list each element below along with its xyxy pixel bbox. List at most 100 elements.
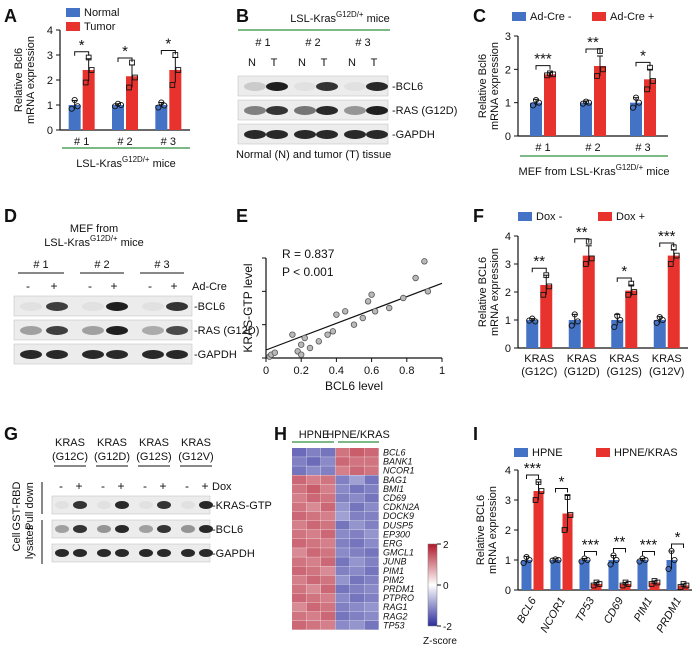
i-significance-stars: **: [614, 534, 626, 551]
c-point-square: [594, 73, 600, 79]
c-significance-bracket: [535, 65, 551, 70]
h-heatmap-cell: [321, 475, 336, 485]
d-header-2: LSL-KrasG12D/+ mice: [44, 234, 144, 249]
g-treatment-sign: -: [143, 479, 147, 493]
e-scatter-point: [271, 349, 278, 356]
h-heatmap-cell: [350, 557, 365, 566]
h-heatmap-cell: [335, 502, 350, 512]
c-point-square: [550, 71, 556, 78]
h-heatmap-cell: [292, 484, 307, 494]
h-heatmap-cell: [364, 466, 379, 475]
b-blot-band: [294, 130, 316, 139]
f-legend-label: Dox +: [616, 211, 645, 223]
h-heatmap-cell: [350, 466, 365, 475]
a-significance-stars: *: [79, 37, 85, 54]
h-heatmap-cell: [364, 602, 379, 612]
b-blot-strip: [237, 75, 389, 97]
i-point-square: [593, 579, 600, 586]
e-x-tick-label: 0: [263, 365, 269, 377]
g-group-label-2: (G12S): [136, 451, 171, 463]
i-gene-label: BCL6: [515, 595, 540, 626]
b-blot-band: [316, 130, 338, 139]
d-blot-band: [106, 350, 128, 359]
h-heatmap-cell: [350, 611, 365, 621]
g-blot-band: [97, 549, 111, 557]
b-band-label: -RAS (G12D): [392, 105, 457, 117]
e-scatter-point: [368, 291, 375, 298]
h-heatmap-cell: [364, 475, 379, 485]
i-point-square: [651, 578, 658, 584]
h-scale-label: Z-score: [423, 636, 457, 647]
g-side-label-2b: lysates: [24, 524, 36, 559]
d-blot-band: [142, 350, 164, 359]
b-blot-band: [294, 106, 316, 115]
a-point-square: [126, 84, 132, 91]
i-significance-bracket: [671, 543, 684, 548]
h-heatmap-cell: [292, 611, 307, 621]
h-gene-label: RAG1: [383, 602, 408, 612]
b-blot-band: [244, 130, 266, 139]
f-bar-dox--3: [667, 255, 680, 348]
panel-letter-c: C: [473, 6, 486, 26]
i-point-circle: [520, 559, 527, 567]
h-heatmap-cell: [364, 620, 379, 630]
e-x-tick-label: 0.6: [364, 365, 379, 377]
c-significance-stars: ***: [534, 51, 552, 68]
h-heatmap-cell: [321, 466, 336, 475]
g-blot-band: [199, 549, 213, 557]
e-scatter-point: [421, 258, 428, 265]
h-heatmap-cell: [321, 602, 336, 612]
i-legend-label: HPNE: [532, 447, 563, 459]
e-scatter-point: [400, 294, 407, 302]
h-heatmap-cell: [306, 520, 321, 530]
c-bar-ad-cre--1: [580, 102, 592, 136]
b-group-label: # 2: [305, 37, 320, 49]
h-color-scale: [427, 543, 438, 627]
d-band-label: -RAS (G12D): [194, 325, 259, 337]
g-group-label-1: KRAS: [139, 437, 169, 449]
f-point-circle: [611, 323, 618, 331]
h-heatmap-cell: [364, 502, 379, 512]
d-band-label: -BCL6: [194, 301, 225, 313]
h-heatmap-cell: [321, 611, 336, 621]
i-point-square: [654, 579, 661, 586]
h-heatmap-cell: [292, 457, 307, 466]
h-gene-label: TP53: [383, 620, 405, 630]
h-heatmap-cell: [335, 584, 350, 594]
g-band-label: -KRAS-GTP: [212, 500, 272, 512]
d-blot-band: [20, 302, 42, 311]
f-significance-bracket: [659, 242, 675, 247]
c-point-circle: [529, 102, 537, 109]
f-significance-bracket: [616, 277, 632, 282]
a-point-circle: [161, 102, 168, 109]
a-legend-swatch: [66, 8, 80, 17]
c-footer-sup: G12D/+: [616, 163, 644, 172]
h-heatmap-cell: [292, 575, 307, 585]
e-scatter-point: [333, 311, 340, 318]
d-blot-band: [106, 326, 128, 335]
i-point-square: [683, 582, 690, 589]
f-point-circle: [532, 318, 539, 325]
i-bar-hpne-0: [521, 560, 532, 590]
g-side-label-1b: Pull down: [24, 482, 36, 530]
h-heatmap-cell: [364, 593, 379, 603]
g-group-label-2: (G12D): [94, 451, 130, 463]
b-blot-band: [266, 106, 288, 115]
a-bar-tumor-2: [169, 70, 182, 130]
i-point-square: [619, 582, 626, 589]
h-heatmap-cell: [306, 557, 321, 566]
d-header-2-tail: mice: [118, 237, 144, 249]
g-blot-band: [199, 501, 213, 509]
c-point-square: [600, 66, 606, 73]
f-bar-dox--1: [568, 320, 581, 348]
h-heatmap-cell: [364, 575, 379, 585]
h-gene-label: BAG1: [383, 475, 407, 485]
c-point-circle: [579, 100, 587, 107]
h-heatmap-cell: [335, 448, 350, 457]
h-heatmap-cell: [292, 475, 307, 485]
b-blot-band: [344, 82, 366, 91]
h-heatmap-cell: [306, 584, 321, 594]
i-bar-hpne-kras-1: [562, 513, 573, 590]
d-treatment-sign: +: [170, 279, 177, 293]
h-heatmap-cell: [292, 529, 307, 539]
